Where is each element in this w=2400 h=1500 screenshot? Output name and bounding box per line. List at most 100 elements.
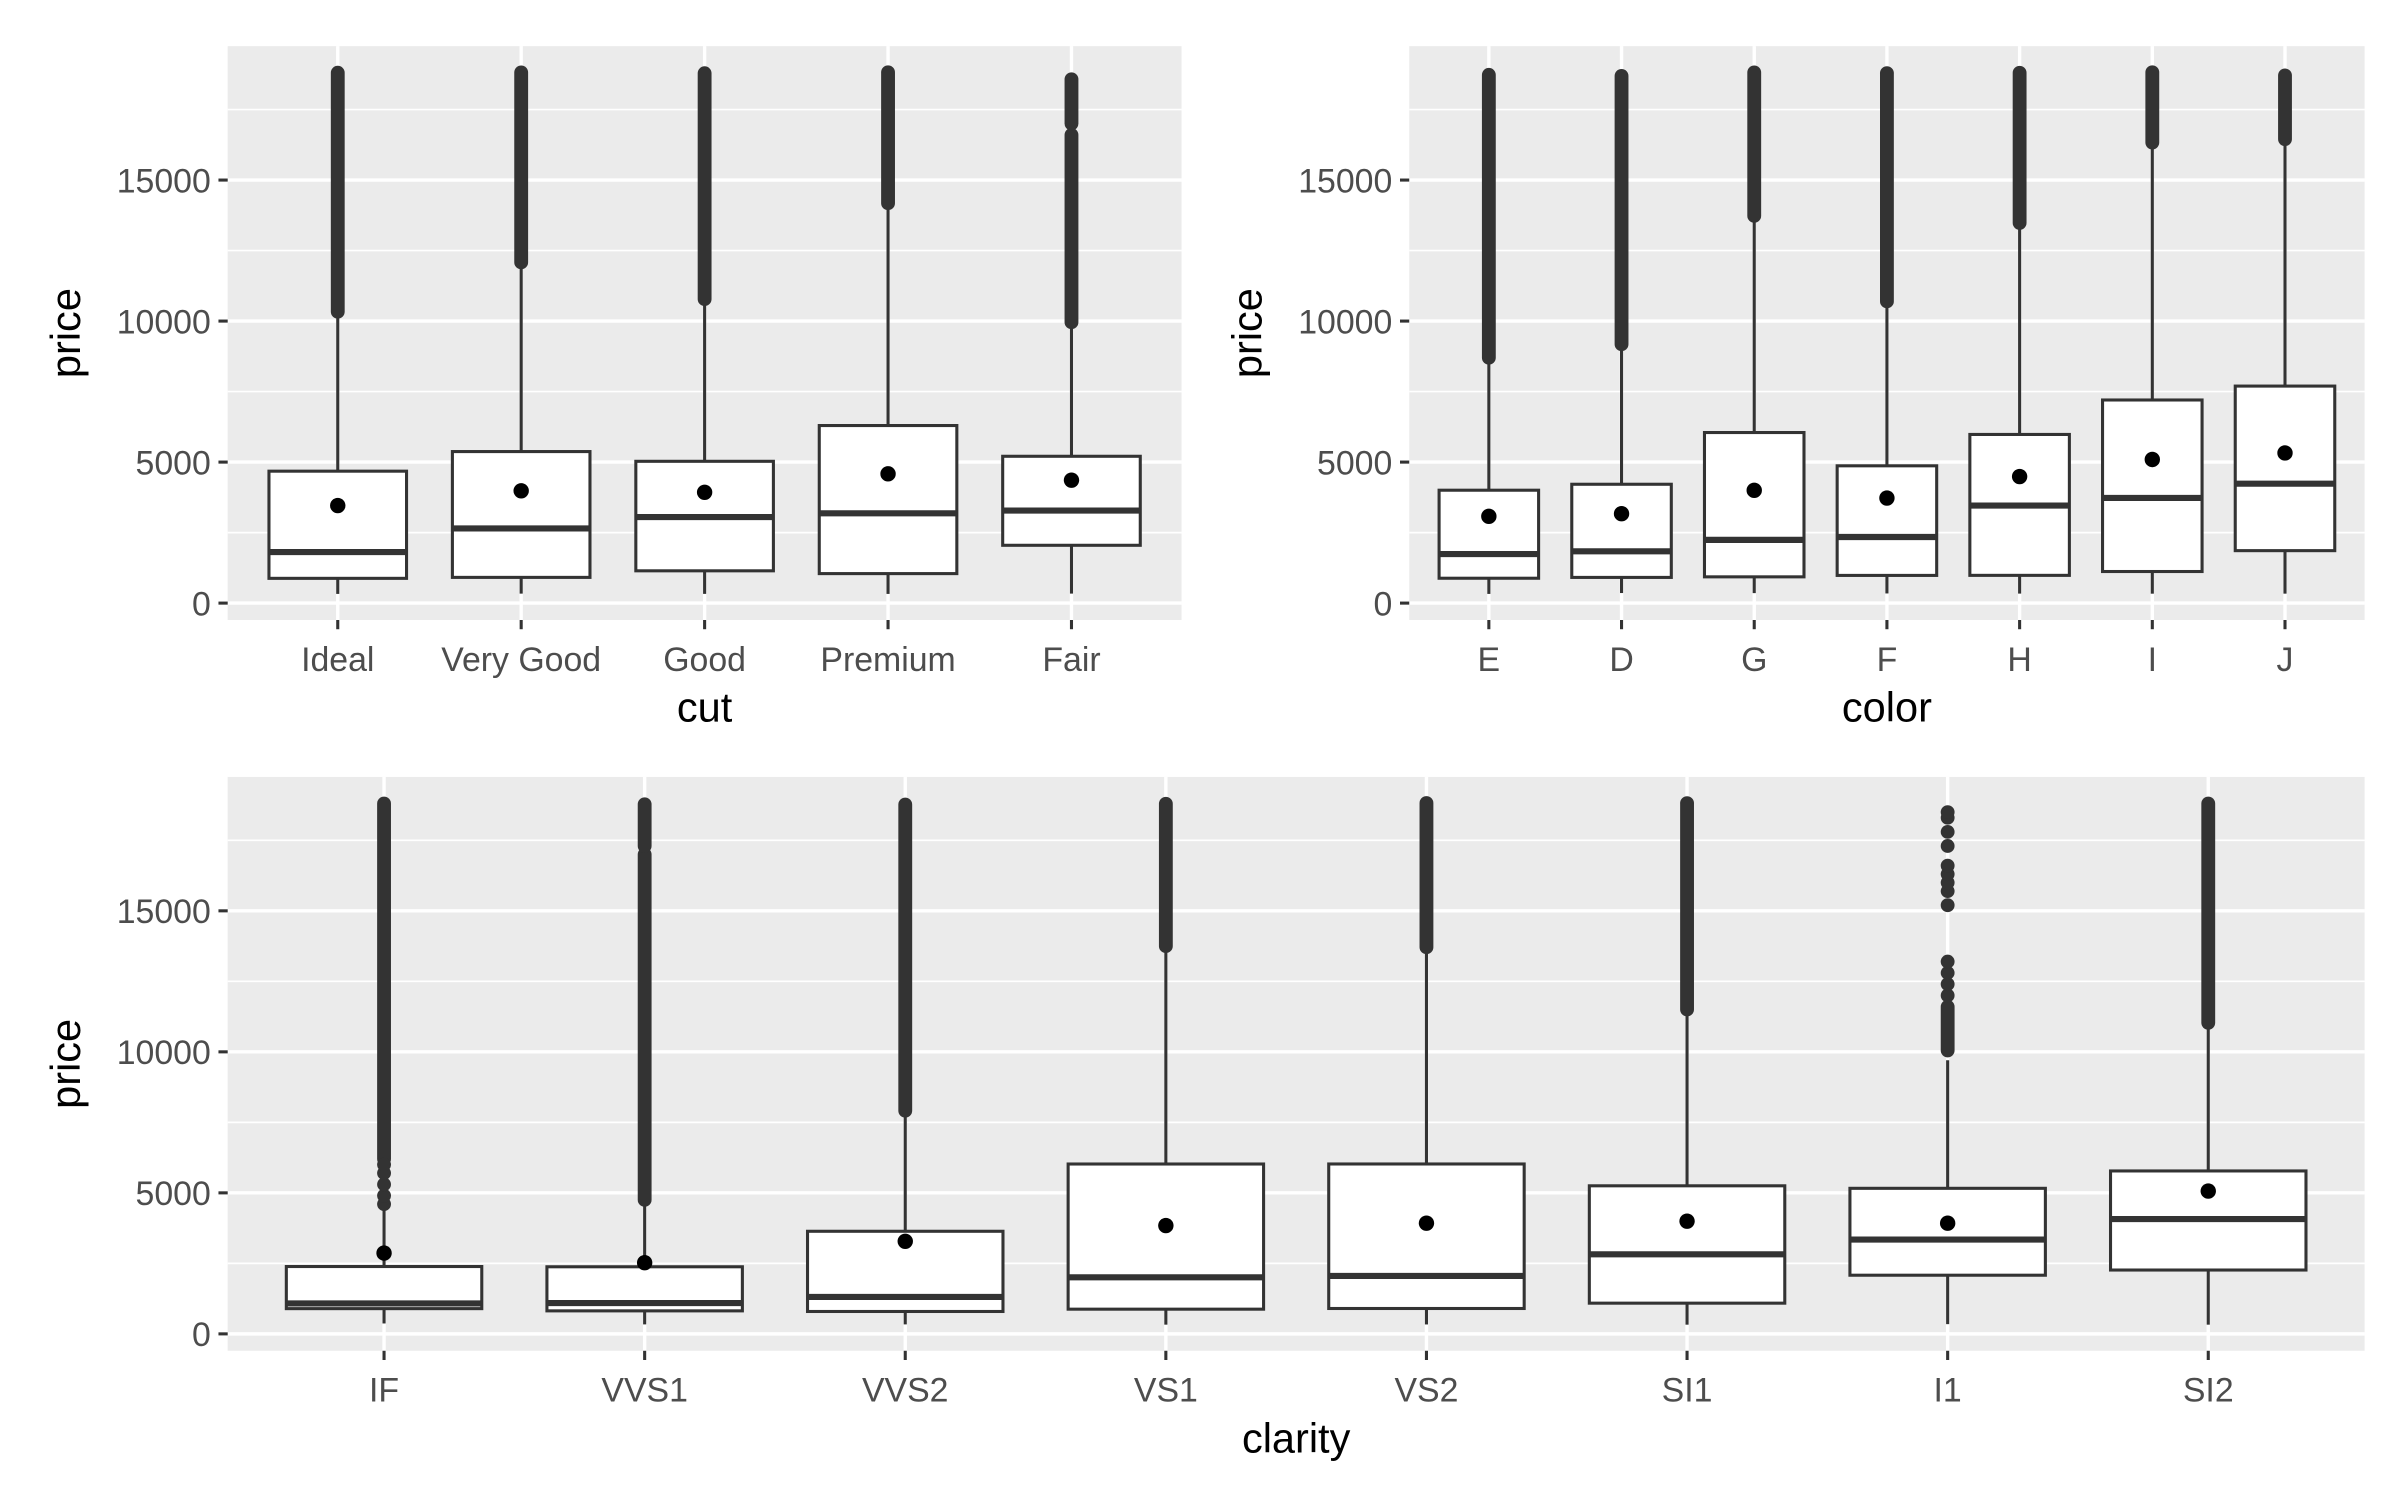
iqr-box (1587, 1184, 1787, 1305)
box-VVS2 (805, 797, 1005, 1325)
iqr-box (267, 469, 409, 580)
y-tick-label: 0 (1373, 585, 1392, 623)
outlier-point (1940, 965, 1955, 980)
mean-point (2144, 451, 2160, 468)
mean-point (1158, 1217, 1174, 1234)
x-axis-title: cut (677, 684, 733, 731)
x-tick-label: VVS1 (601, 1372, 688, 1410)
x-tick-label: Good (663, 641, 746, 679)
box-J (2233, 68, 2337, 594)
iqr-box (2233, 384, 2337, 553)
mean-point (880, 466, 896, 482)
x-tick-label: I (2148, 641, 2157, 679)
box-G (1702, 65, 1806, 594)
box-IF (284, 796, 484, 1324)
outlier-point (1940, 954, 1955, 969)
x-tick-label: Premium (820, 641, 955, 679)
x-tick-label: VS1 (1134, 1372, 1198, 1410)
box-Premium (817, 65, 959, 594)
y-tick-label: 15000 (117, 162, 211, 200)
x-tick-label: Ideal (301, 641, 374, 679)
iqr-box (817, 424, 959, 576)
y-tick-label: 5000 (136, 444, 211, 482)
box-I (2101, 65, 2204, 594)
box-F (1835, 66, 1939, 594)
y-tick-label: 5000 (1317, 444, 1392, 482)
iqr-box (1702, 430, 1806, 579)
box-VVS1 (545, 797, 744, 1325)
iqr-box (1437, 488, 1541, 580)
y-tick-label: 5000 (136, 1175, 211, 1213)
outlier-point (1940, 839, 1955, 853)
box-Good (634, 66, 775, 594)
mean-point (1746, 482, 1762, 499)
outlier-point (1940, 898, 1955, 913)
box-Ideal (267, 65, 409, 594)
box-E (1437, 67, 1541, 594)
mean-point (376, 1245, 392, 1261)
x-tick-label: SI1 (1662, 1372, 1713, 1410)
iqr-box (1327, 1162, 1526, 1311)
mean-point (2200, 1183, 2216, 1199)
y-tick-label: 0 (192, 1316, 211, 1354)
x-tick-label: VS2 (1394, 1372, 1458, 1410)
iqr-box (1848, 1186, 2047, 1277)
mean-point (330, 497, 346, 514)
iqr-box (2101, 398, 2204, 574)
x-tick-label: SI2 (2183, 1372, 2234, 1410)
x-tick-label: J (2277, 641, 2294, 679)
x-tick-label: VVS2 (862, 1372, 949, 1410)
box-VS1 (1066, 796, 1266, 1325)
mean-point (2277, 445, 2293, 461)
iqr-box (1570, 482, 1673, 579)
x-tick-label: H (2007, 641, 2031, 679)
mean-point (696, 484, 713, 500)
box-Very Good (450, 65, 592, 594)
panel-cut: 0 5000 10000 15000 Ideal Very Good Good Premium… (42, 46, 1182, 731)
mean-point (513, 483, 529, 499)
outlier-point (1940, 988, 1955, 1003)
mean-point (1939, 1215, 1956, 1231)
y-tick-label: 15000 (1298, 162, 1392, 200)
box-H (1968, 65, 2071, 594)
outlier-point (377, 1157, 391, 1172)
y-axis-title: price (42, 1019, 89, 1109)
iqr-box (1835, 464, 1939, 577)
mean-point (1879, 490, 1895, 506)
x-tick-label: IF (369, 1372, 399, 1410)
mean-point (1679, 1213, 1695, 1229)
x-tick-label: D (1609, 641, 1633, 679)
mean-point (636, 1255, 653, 1271)
mean-point (1063, 472, 1080, 488)
mean-point (897, 1233, 913, 1249)
box-I1 (1848, 805, 2047, 1325)
box-SI1 (1587, 796, 1787, 1325)
y-tick-label: 15000 (117, 893, 211, 931)
x-tick-label: G (1741, 641, 1767, 679)
box-VS2 (1327, 796, 1526, 1325)
mean-point (1418, 1215, 1435, 1231)
mean-point (2011, 468, 2028, 485)
box-D (1570, 68, 1673, 594)
x-axis-title: clarity (1242, 1414, 1351, 1461)
mean-point (1613, 506, 1630, 522)
outlier-point (1940, 824, 1955, 839)
outlier-point (1940, 805, 1955, 820)
x-tick-label: Fair (1042, 641, 1100, 679)
x-axis-title: color (1842, 684, 1932, 731)
y-axis-title: price (42, 288, 89, 378)
x-tick-label: Very Good (441, 641, 601, 679)
outlier-point (377, 1188, 391, 1203)
y-axis-title: price (1224, 288, 1271, 378)
x-tick-label: E (1478, 641, 1501, 679)
outlier-point (1940, 977, 1955, 992)
y-tick-label: 10000 (1298, 303, 1392, 341)
x-tick-label: F (1877, 641, 1898, 679)
panel-clarity: 0 5000 10000 15000 IF VVS1 VVS2 VS1 VS2 SI1 I1 SI2 c… (42, 776, 2365, 1461)
outlier-point (1940, 858, 1955, 873)
x-tick-label: I1 (1934, 1372, 1962, 1410)
iqr-box (1001, 454, 1142, 547)
y-tick-label: 0 (192, 585, 211, 623)
iqr-box (450, 450, 592, 579)
